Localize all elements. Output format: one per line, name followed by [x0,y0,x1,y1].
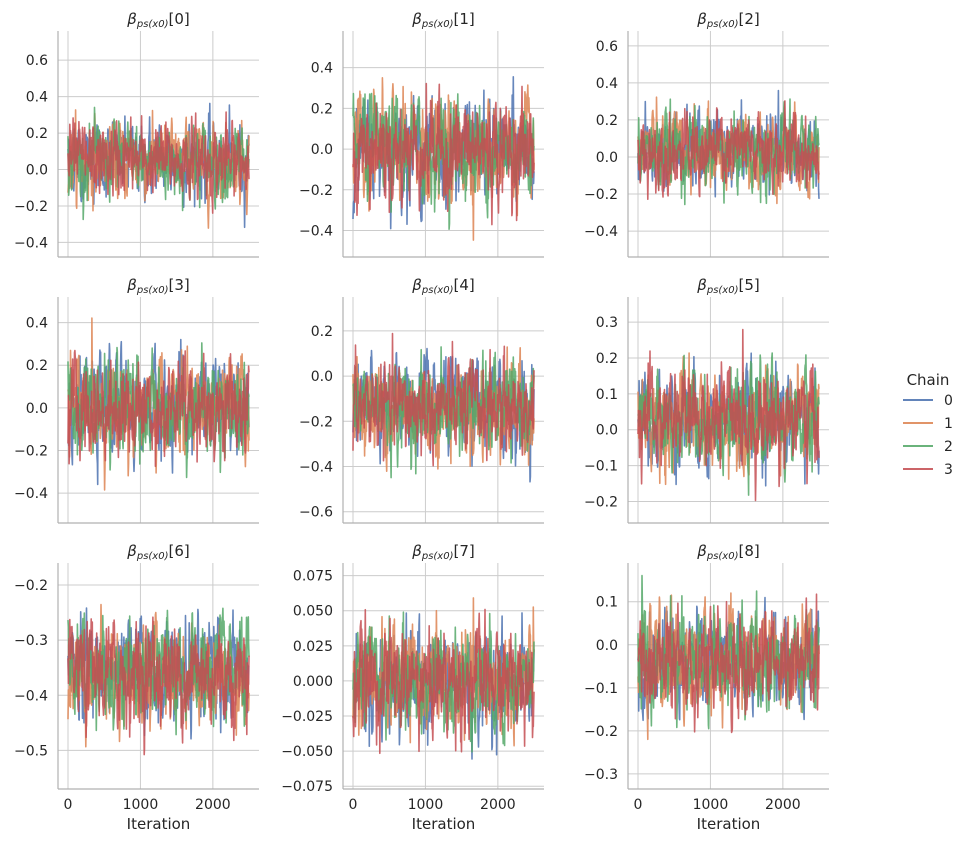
y-tick-label: 0.0 [26,163,48,179]
y-tick-label: −0.2 [14,578,48,594]
y-tick-label: −0.4 [14,688,48,704]
y-tick-label: 0.0 [311,142,333,158]
y-tick-label: 0.050 [293,604,333,620]
panel-title: βps(x0)[4] [411,276,474,296]
y-tick-label: 0.2 [311,101,333,117]
y-tick-label: 0.2 [596,113,618,129]
panel-title: βps(x0)[5] [696,276,759,296]
y-tick-label: −0.1 [584,681,618,697]
y-tick-label: −0.050 [281,744,333,760]
y-tick-label: 0.4 [26,90,48,106]
panel-title: βps(x0)[7] [411,542,474,562]
legend: Chain 0 1 2 3 [903,371,953,478]
y-tick-label: 0.6 [26,53,48,69]
legend-label-chain-1: 1 [944,416,953,432]
chain-3-trace [67,349,250,468]
trace-panel-5: −0.2 −0.1 0.0 0.1 0.2 0.3 βps(x0)[5] [584,276,829,524]
y-tick-label: 0.0 [596,150,618,166]
y-tick-label: 0.1 [596,387,618,403]
legend-label-chain-3: 3 [944,462,953,478]
y-tick-label: −0.3 [14,633,48,649]
x-tick-label: 1000 [408,797,444,813]
y-tick-label: −0.4 [14,235,48,251]
y-tick-label: −0.025 [281,709,333,725]
trace-panel-4: −0.6 −0.4 −0.2 0.0 0.2 βps(x0)[4] [299,276,544,524]
trace-panel-3: −0.4 −0.2 0.0 0.2 0.4 βps(x0)[3] [14,276,259,524]
panel-title: βps(x0)[0] [126,10,189,30]
chain-3-trace [637,328,820,502]
panel-title: βps(x0)[2] [696,10,759,30]
panel-title: βps(x0)[1] [411,10,474,30]
y-tick-label: −0.2 [584,187,618,203]
y-tick-label: −0.6 [299,505,333,521]
y-tick-label: 0.4 [26,316,48,332]
y-tick-label: −0.1 [584,459,618,475]
y-tick-label: 0.1 [596,595,618,611]
x-tick-label: 0 [64,797,73,813]
y-tick-label: 0.025 [293,639,333,655]
trace-panel-7: −0.075 −0.050 −0.025 0.000 0.025 0.050 0.075 0 1… [281,542,544,833]
y-tick-label: −0.5 [14,743,48,759]
trace-panel-0: −0.4 −0.2 0.0 0.2 0.4 0.6 βps(x0)[0] [14,10,259,258]
y-tick-label: −0.2 [14,444,48,460]
chain-3-trace [637,100,820,200]
panel-title: βps(x0)[6] [126,542,189,562]
trace-panel-2: −0.4 −0.2 0.0 0.2 0.4 0.6 βps(x0)[2] [584,10,829,258]
y-tick-label: 0.4 [596,76,618,92]
x-tick-label: 1000 [123,797,159,813]
x-tick-label: 0 [349,797,358,813]
x-tick-label: 2000 [195,797,231,813]
panel-title: βps(x0)[3] [126,276,189,296]
chain-3-trace [637,593,820,734]
x-tick-label: 1000 [693,797,729,813]
y-tick-label: −0.2 [14,199,48,215]
y-tick-label: 0.000 [293,674,333,690]
y-tick-label: 0.0 [596,638,618,654]
legend-title: Chain [907,371,950,389]
y-tick-label: −0.2 [299,183,333,199]
x-tick-label: 2000 [480,797,516,813]
y-tick-label: 0.2 [596,351,618,367]
y-tick-label: 0.4 [311,61,333,77]
chain-3-trace [352,608,535,755]
y-tick-label: −0.075 [281,779,333,795]
x-tick-label: 0 [634,797,643,813]
y-tick-label: 0.0 [596,423,618,439]
y-tick-label: 0.6 [596,39,618,55]
y-tick-label: 0.0 [26,401,48,417]
x-tick-label: 2000 [765,797,801,813]
x-axis-label: Iteration [412,815,476,833]
y-tick-label: −0.4 [299,224,333,240]
y-tick-label: 0.075 [293,569,333,585]
chain-3-trace [352,82,535,226]
y-tick-label: −0.2 [584,494,618,510]
chain-3-trace [67,616,250,756]
y-tick-label: 0.2 [311,324,333,340]
y-tick-label: 0.0 [311,369,333,385]
y-tick-label: −0.2 [299,414,333,430]
y-tick-label: 0.3 [596,315,618,331]
x-axis-label: Iteration [697,815,761,833]
trace-panel-1: −0.4 −0.2 0.0 0.2 0.4 βps(x0)[1] [299,10,544,258]
y-tick-label: 0.2 [26,358,48,374]
legend-label-chain-2: 2 [944,439,953,455]
y-tick-label: −0.2 [584,724,618,740]
panel-title: βps(x0)[8] [696,542,759,562]
x-axis-label: Iteration [127,815,191,833]
y-tick-label: −0.4 [299,460,333,476]
y-tick-label: −0.4 [584,224,618,240]
chain-3-trace [352,332,535,467]
y-tick-label: −0.3 [584,767,618,783]
y-tick-label: 0.2 [26,126,48,142]
chain-3-trace [67,111,250,214]
legend-label-chain-0: 0 [944,393,953,409]
y-tick-label: −0.4 [14,486,48,502]
